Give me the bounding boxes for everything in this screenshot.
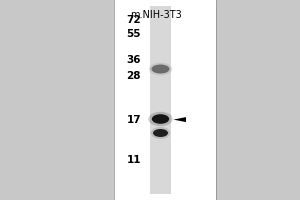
Polygon shape (173, 117, 186, 122)
Text: 11: 11 (127, 155, 141, 165)
Text: 17: 17 (126, 115, 141, 125)
Ellipse shape (151, 127, 170, 139)
Text: 55: 55 (127, 29, 141, 39)
Text: 36: 36 (127, 55, 141, 65)
Text: 28: 28 (127, 71, 141, 81)
Bar (150, 6, 171, 194)
Ellipse shape (149, 63, 172, 75)
Ellipse shape (153, 129, 168, 137)
Text: 72: 72 (126, 15, 141, 25)
Ellipse shape (152, 114, 169, 124)
Ellipse shape (152, 64, 169, 73)
Bar (114, 0, 216, 200)
Ellipse shape (148, 112, 173, 126)
Text: m.NIH-3T3: m.NIH-3T3 (130, 10, 182, 20)
